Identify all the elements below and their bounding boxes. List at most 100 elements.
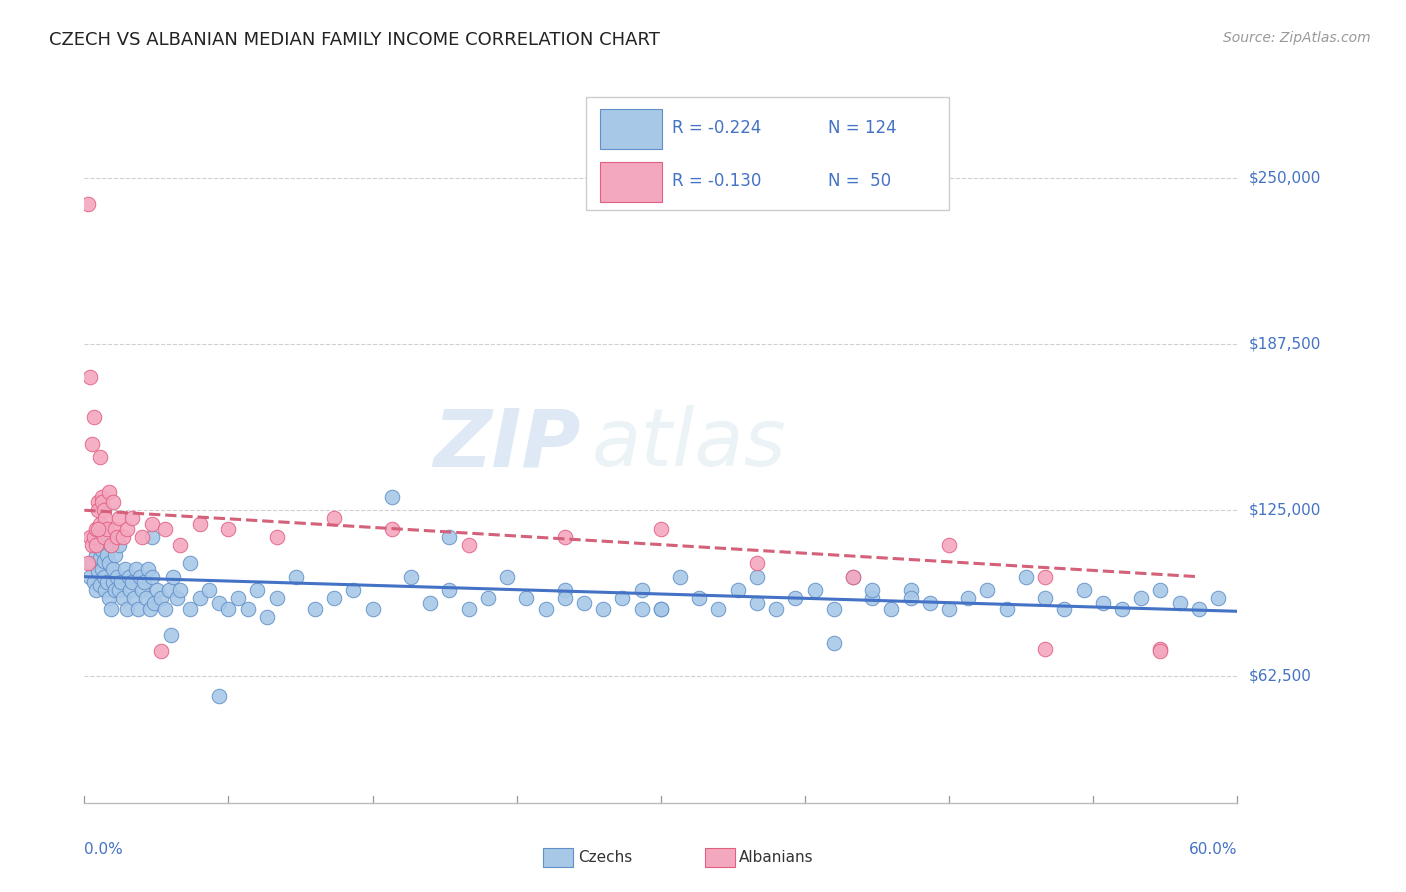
Point xyxy=(496,570,519,584)
FancyBboxPatch shape xyxy=(600,162,662,202)
Point xyxy=(727,582,749,597)
Point xyxy=(688,591,710,605)
FancyBboxPatch shape xyxy=(543,848,574,867)
Point xyxy=(361,601,384,615)
Point xyxy=(100,538,122,552)
Point xyxy=(554,530,576,544)
Point xyxy=(572,596,595,610)
Point xyxy=(1149,644,1171,658)
Point xyxy=(150,644,173,658)
Point xyxy=(89,577,111,591)
Point xyxy=(226,591,249,605)
Point xyxy=(132,575,155,590)
Point xyxy=(108,538,131,552)
Point xyxy=(1033,591,1056,605)
Point xyxy=(80,436,103,450)
Point xyxy=(79,570,101,584)
Point xyxy=(256,609,278,624)
Point xyxy=(138,601,160,615)
Point xyxy=(87,503,110,517)
Point xyxy=(79,370,101,384)
Point xyxy=(323,591,346,605)
Point xyxy=(157,582,180,597)
Point xyxy=(90,562,112,576)
Point xyxy=(1130,591,1153,605)
Point xyxy=(554,582,576,597)
Point xyxy=(80,538,103,552)
Point xyxy=(900,582,922,597)
Point xyxy=(266,591,288,605)
Point xyxy=(79,530,101,544)
Point xyxy=(105,570,128,584)
Point xyxy=(142,596,165,610)
Point xyxy=(880,601,903,615)
Point xyxy=(630,582,652,597)
Point xyxy=(100,601,122,615)
Point xyxy=(439,530,461,544)
Point xyxy=(842,570,865,584)
Point xyxy=(160,628,183,642)
Point xyxy=(110,575,132,590)
Point xyxy=(399,570,422,584)
Point xyxy=(124,591,146,605)
Point xyxy=(208,690,231,704)
Point xyxy=(111,591,134,605)
Point xyxy=(169,582,191,597)
Point xyxy=(592,601,614,615)
Point xyxy=(381,490,404,504)
Text: $187,500: $187,500 xyxy=(1249,336,1320,351)
Point xyxy=(179,601,201,615)
Point xyxy=(266,530,288,544)
Point xyxy=(104,582,127,597)
Point xyxy=(1168,596,1191,610)
Point xyxy=(100,538,122,552)
Point xyxy=(89,450,111,464)
Text: 60.0%: 60.0% xyxy=(1189,842,1237,856)
Point xyxy=(995,601,1018,615)
Point xyxy=(117,570,139,584)
Point xyxy=(84,538,107,552)
Point xyxy=(131,582,153,597)
Point xyxy=(1015,570,1038,584)
Point xyxy=(89,516,111,531)
Point xyxy=(803,582,825,597)
Point xyxy=(1091,596,1114,610)
Text: ZIP: ZIP xyxy=(433,405,581,483)
Point xyxy=(976,582,998,597)
Point xyxy=(218,522,240,536)
Point xyxy=(94,511,117,525)
Point xyxy=(304,601,326,615)
Point xyxy=(84,549,107,563)
Point xyxy=(457,538,479,552)
Point xyxy=(860,582,883,597)
Point xyxy=(745,570,768,584)
Point xyxy=(90,490,112,504)
Point xyxy=(131,530,153,544)
Point xyxy=(842,570,865,584)
Point xyxy=(103,495,124,509)
Point xyxy=(918,596,941,610)
Point xyxy=(153,522,176,536)
Point xyxy=(785,591,807,605)
Point xyxy=(98,591,121,605)
Point xyxy=(135,591,157,605)
Point xyxy=(900,591,922,605)
Point xyxy=(93,554,115,568)
Point xyxy=(83,530,105,544)
Point xyxy=(515,591,537,605)
Point xyxy=(765,601,787,615)
FancyBboxPatch shape xyxy=(600,110,662,149)
Point xyxy=(83,575,105,590)
Point xyxy=(823,601,845,615)
Text: CZECH VS ALBANIAN MEDIAN FAMILY INCOME CORRELATION CHART: CZECH VS ALBANIAN MEDIAN FAMILY INCOME C… xyxy=(49,31,659,49)
Text: atlas: atlas xyxy=(592,405,786,483)
Point xyxy=(1149,582,1171,597)
Point xyxy=(938,601,960,615)
Point xyxy=(90,543,112,558)
Point xyxy=(120,582,142,597)
FancyBboxPatch shape xyxy=(704,848,734,867)
Point xyxy=(83,410,105,425)
Point xyxy=(127,601,149,615)
Point xyxy=(860,591,883,605)
Point xyxy=(246,582,269,597)
